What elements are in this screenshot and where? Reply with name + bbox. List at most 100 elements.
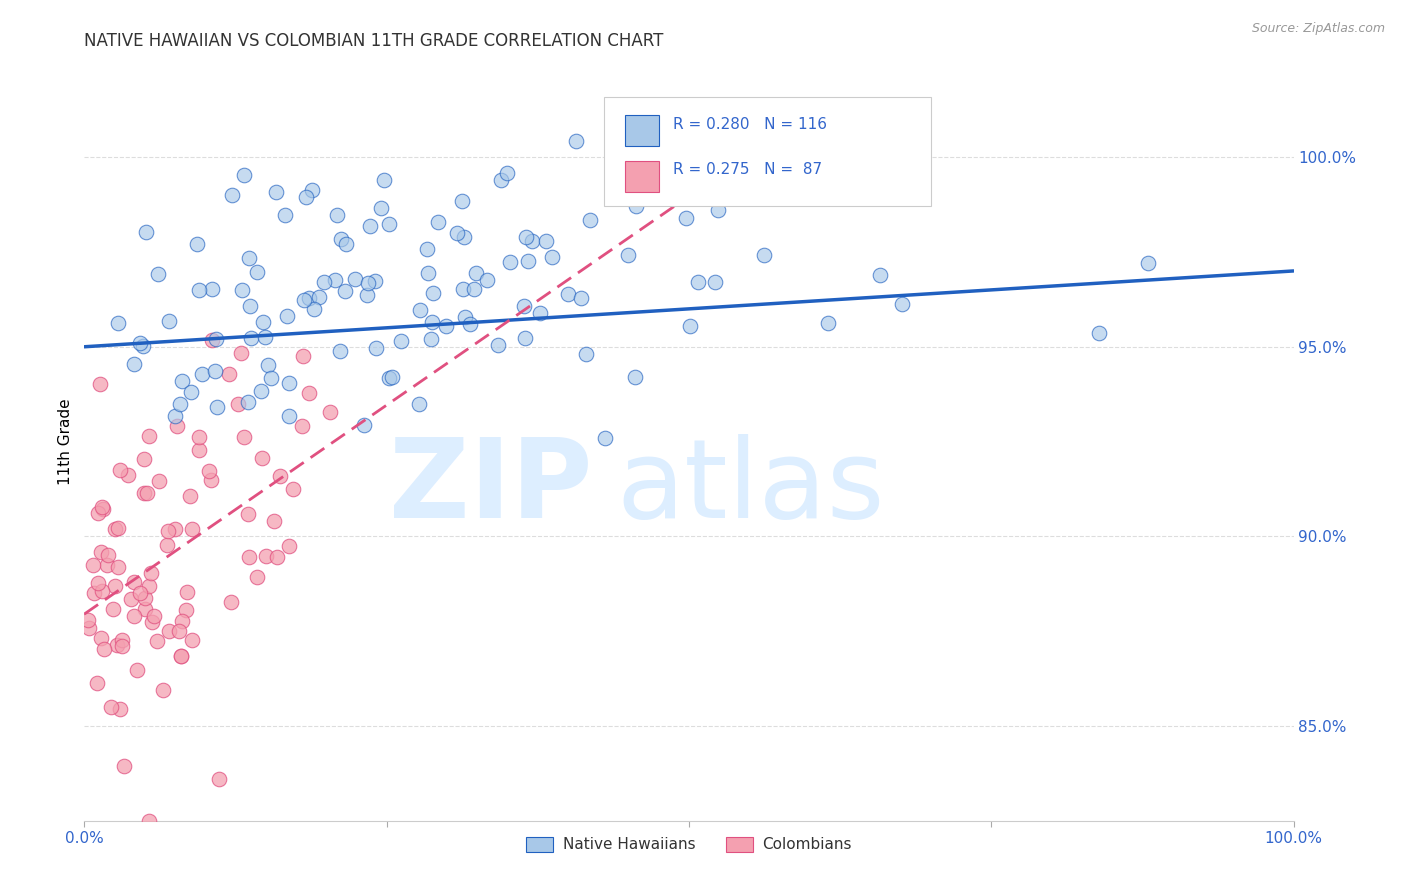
Point [266, 549, 288, 564]
Point [624, 199, 647, 213]
Point [82, 558, 104, 573]
Bar [624, 161, 659, 193]
Point [326, 208, 349, 222]
Point [696, 144, 718, 158]
Point [188, 283, 211, 297]
Point [679, 319, 702, 334]
Point [263, 514, 285, 528]
Point [453, 230, 475, 244]
Point [330, 232, 353, 246]
Point [513, 330, 536, 344]
Point [226, 397, 249, 411]
Point [1088, 326, 1111, 340]
Point [281, 482, 304, 496]
Point [157, 624, 180, 639]
Bar [624, 114, 659, 146]
Point [298, 385, 321, 400]
Point [264, 185, 287, 199]
Point [155, 538, 177, 552]
Point [143, 608, 166, 623]
Point [252, 315, 274, 329]
Point [454, 310, 477, 324]
Point [219, 595, 242, 609]
Point [575, 347, 598, 361]
Point [534, 235, 557, 249]
Point [540, 250, 562, 264]
Point [499, 255, 522, 269]
Point [93, 641, 115, 656]
Point [312, 275, 335, 289]
Point [104, 579, 127, 593]
Point [890, 297, 912, 311]
Point [180, 384, 202, 399]
Point [477, 273, 499, 287]
Point [172, 374, 194, 388]
Text: atlas: atlas [616, 434, 884, 541]
Point [229, 346, 252, 360]
Point [373, 173, 395, 187]
Point [465, 266, 488, 280]
Point [529, 306, 551, 320]
Point [83, 586, 105, 600]
Point [408, 397, 430, 411]
Point [593, 431, 616, 445]
Point [170, 649, 193, 664]
Point [276, 310, 298, 324]
Point [356, 276, 378, 290]
Point [277, 409, 299, 423]
Point [146, 267, 169, 281]
Point [323, 273, 346, 287]
Point [157, 314, 180, 328]
Point [658, 175, 681, 189]
Point [496, 166, 519, 180]
Point [188, 442, 211, 457]
Point [163, 522, 186, 536]
Point [129, 586, 152, 600]
Point [100, 700, 122, 714]
Point [201, 281, 224, 295]
Point [138, 429, 160, 443]
Point [107, 521, 129, 535]
Point [76, 613, 98, 627]
Point [579, 213, 602, 227]
Point [200, 473, 222, 487]
Point [205, 400, 228, 414]
Point [277, 539, 299, 553]
Point [520, 234, 543, 248]
Point [250, 451, 273, 466]
Point [1137, 256, 1160, 270]
Point [191, 368, 214, 382]
Point [516, 254, 538, 268]
Point [111, 633, 134, 648]
Point [135, 486, 157, 500]
Point [174, 603, 197, 617]
Point [236, 395, 259, 409]
Point [378, 218, 401, 232]
Point [451, 282, 474, 296]
Point [166, 419, 188, 434]
Point [86, 676, 108, 690]
Point [205, 332, 228, 346]
Point [169, 397, 191, 411]
Point [157, 524, 180, 538]
Point [292, 349, 315, 363]
Legend: Native Hawaiians, Colombians: Native Hawaiians, Colombians [520, 830, 858, 858]
Point [364, 274, 387, 288]
Point [253, 330, 276, 344]
Point [513, 299, 536, 313]
Point [107, 316, 129, 330]
Point [869, 268, 891, 282]
Point [335, 285, 357, 299]
Point [706, 202, 728, 217]
Point [107, 638, 129, 652]
Point [238, 550, 260, 565]
Point [420, 315, 443, 329]
Point [565, 135, 588, 149]
Point [167, 624, 190, 638]
Point [238, 251, 260, 265]
Point [122, 608, 145, 623]
FancyBboxPatch shape [605, 96, 931, 207]
Point [201, 333, 224, 347]
Point [658, 149, 681, 163]
Point [77, 622, 100, 636]
